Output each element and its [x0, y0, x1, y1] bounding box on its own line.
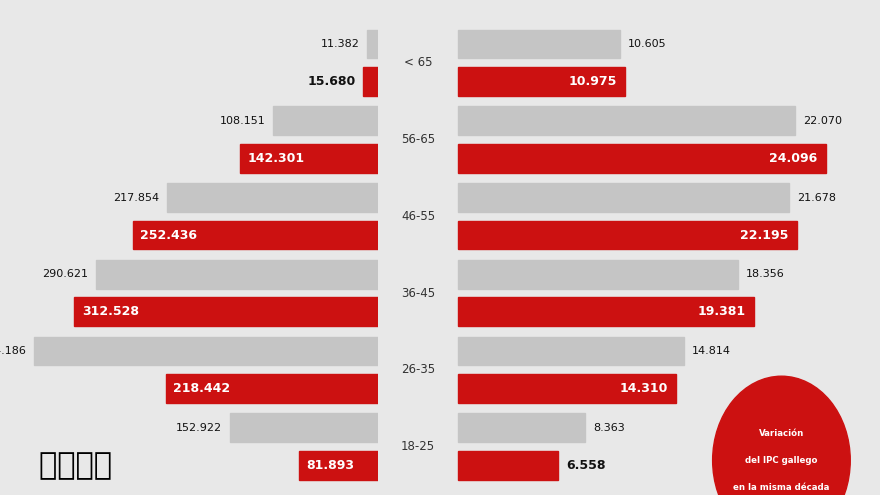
Text: 26-35: 26-35	[401, 363, 435, 376]
Circle shape	[713, 376, 850, 495]
Text: Variación: Variación	[759, 429, 804, 438]
Text: 10.975: 10.975	[568, 75, 617, 88]
Bar	[96, 260, 378, 289]
Text: 10.605: 10.605	[627, 39, 666, 49]
Text: 22.070: 22.070	[803, 116, 842, 126]
Text: 22.195: 22.195	[740, 229, 788, 242]
Bar	[458, 30, 620, 58]
Bar	[230, 413, 378, 442]
Bar	[458, 337, 684, 365]
Bar	[458, 183, 788, 212]
Text: 36-45: 36-45	[401, 287, 435, 299]
Text: 14.310: 14.310	[620, 382, 668, 395]
Bar	[458, 221, 796, 249]
Bar	[458, 260, 738, 289]
Bar	[166, 374, 378, 403]
Text: 290.621: 290.621	[42, 269, 88, 279]
Bar	[133, 221, 378, 249]
Text: 81.893: 81.893	[306, 459, 354, 472]
Bar	[166, 183, 378, 212]
Text: 11.382: 11.382	[321, 39, 360, 49]
Text: 18.356: 18.356	[746, 269, 785, 279]
Text: 56-65: 56-65	[401, 133, 435, 146]
Bar	[458, 374, 676, 403]
Text: 218.442: 218.442	[173, 382, 231, 395]
Text: 👨‍👩‍👧‍👦: 👨‍👩‍👧‍👦	[39, 451, 112, 480]
Bar	[75, 297, 378, 326]
Bar	[458, 106, 795, 135]
Bar	[458, 451, 558, 480]
Bar	[240, 144, 378, 173]
Bar	[363, 67, 378, 96]
Text: 8.363: 8.363	[593, 423, 625, 433]
Text: 252.436: 252.436	[140, 229, 197, 242]
Text: 18-25: 18-25	[401, 440, 435, 453]
Text: < 65: < 65	[404, 56, 432, 69]
Text: 312.528: 312.528	[82, 305, 139, 318]
Text: 21.678: 21.678	[796, 193, 836, 202]
Text: 6.558: 6.558	[566, 459, 605, 472]
Text: 24.096: 24.096	[769, 152, 818, 165]
Bar	[298, 451, 378, 480]
Bar	[458, 413, 585, 442]
Text: 354.186: 354.186	[0, 346, 26, 356]
Text: en la misma década: en la misma década	[733, 483, 830, 492]
Bar	[458, 144, 825, 173]
Text: 142.301: 142.301	[247, 152, 304, 165]
Text: del IPC gallego: del IPC gallego	[745, 456, 818, 465]
Text: 46-55: 46-55	[401, 210, 435, 223]
Text: 108.151: 108.151	[220, 116, 266, 126]
Text: 217.854: 217.854	[113, 193, 159, 202]
Bar	[367, 30, 378, 58]
Text: 152.922: 152.922	[176, 423, 223, 433]
Bar	[273, 106, 378, 135]
Text: 15.680: 15.680	[307, 75, 356, 88]
Text: 19.381: 19.381	[698, 305, 745, 318]
Bar	[34, 337, 378, 365]
Bar	[458, 67, 626, 96]
Text: 14.814: 14.814	[692, 346, 731, 356]
Bar	[458, 297, 753, 326]
